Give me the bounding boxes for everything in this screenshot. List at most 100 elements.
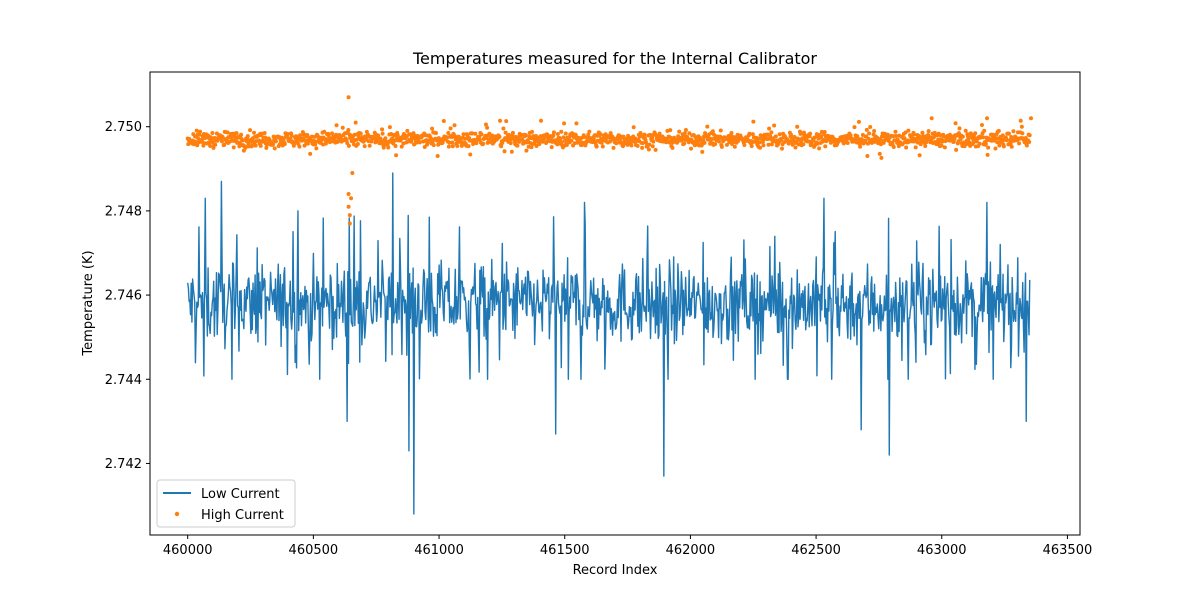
high-current-point (793, 145, 798, 150)
high-current-point (979, 123, 984, 127)
high-current-point (758, 145, 763, 150)
high-current-point (993, 146, 998, 151)
high-current-point (447, 140, 452, 145)
high-current-point (428, 136, 433, 141)
high-current-point (559, 129, 564, 134)
high-current-point (974, 139, 979, 144)
high-current-point (808, 131, 813, 136)
high-current-point (288, 136, 293, 141)
y-tick-label: 2.750 (105, 120, 142, 135)
high-current-point (608, 139, 613, 144)
high-current-point (195, 143, 200, 148)
x-tick-label: 460000 (163, 543, 213, 558)
high-current-point (549, 145, 554, 150)
high-current-point (717, 139, 722, 144)
high-current-point (569, 138, 574, 143)
high-current-point (657, 131, 662, 136)
high-current-point (559, 140, 564, 145)
high-current-point (376, 133, 381, 138)
high-current-point (193, 140, 198, 145)
high-current-point (392, 133, 397, 138)
high-current-point (574, 121, 579, 126)
high-current-point (729, 131, 734, 135)
high-current-point (895, 137, 900, 142)
high-current-point (450, 144, 455, 149)
high-current-point (822, 130, 827, 135)
high-current-point (966, 137, 971, 142)
high-current-point (326, 133, 331, 138)
high-current-point (355, 142, 360, 147)
high-current-point (197, 132, 202, 137)
high-current-point (367, 143, 372, 148)
x-tick-label: 462000 (666, 543, 716, 558)
x-tick-label: 463500 (1043, 543, 1093, 558)
high-current-point (799, 139, 804, 144)
high-current-point (598, 132, 603, 137)
high-current-point (334, 123, 339, 128)
axes-layer: 460000 460500 461000 461500 462000 462500 4630… (105, 120, 1092, 558)
high-current-point (747, 131, 752, 136)
high-current-point (872, 129, 877, 134)
high-current-point (346, 143, 351, 148)
high-current-point (848, 133, 853, 138)
high-current-point (750, 132, 755, 137)
high-current-point (635, 143, 640, 148)
high-current-point (886, 138, 891, 143)
high-current-point (562, 121, 567, 126)
high-current-point (642, 132, 647, 137)
high-current-point (262, 131, 267, 136)
high-current-point (545, 132, 550, 137)
high-current-point (483, 122, 488, 127)
high-current-point (954, 147, 959, 152)
high-current-point (801, 142, 806, 147)
high-current-point (530, 129, 535, 134)
high-current-point (455, 144, 460, 149)
high-current-point (856, 119, 861, 124)
high-current-point (646, 147, 651, 152)
high-current-point (751, 119, 756, 124)
high-current-point (650, 135, 655, 140)
legend-box (156, 479, 296, 528)
high-current-point (322, 129, 327, 134)
high-current-point (823, 144, 828, 149)
x-tick-label: 461500 (540, 543, 590, 558)
high-current-point (539, 118, 544, 123)
high-current-point (537, 141, 542, 146)
high-current-point (647, 142, 652, 147)
high-current-outlier (1028, 116, 1033, 121)
high-current-point (452, 123, 457, 128)
high-current-point (749, 144, 754, 149)
high-current-point (241, 148, 246, 153)
high-current-outlier (929, 116, 934, 121)
series-layer (185, 95, 1033, 515)
high-current-point (868, 125, 873, 130)
high-current-point (497, 134, 502, 139)
high-current-point (773, 134, 778, 139)
high-current-point (198, 129, 203, 134)
high-current-point (258, 143, 263, 148)
high-current-point (867, 131, 872, 136)
high-current-point (231, 145, 236, 150)
high-current-point (710, 129, 715, 134)
high-current-point (682, 141, 687, 146)
high-current-point (353, 120, 358, 125)
high-current-point (985, 152, 990, 157)
high-current-point (430, 126, 435, 131)
high-current-point (474, 141, 479, 146)
high-current-point (499, 144, 504, 149)
high-current-point (702, 140, 707, 145)
high-current-point (243, 145, 248, 150)
high-current-point (440, 140, 445, 145)
high-current-point (958, 137, 963, 142)
high-current-point (902, 136, 907, 141)
high-current-point (926, 129, 931, 134)
high-current-point (273, 139, 278, 144)
high-current-point (380, 127, 385, 132)
high-current-point (719, 144, 724, 149)
high-current-point (864, 127, 869, 132)
high-current-point (586, 132, 591, 137)
high-current-point (466, 144, 471, 149)
y-axis-label: Temperature (K) (81, 250, 96, 356)
x-tick-label: 460500 (289, 543, 339, 558)
high-current-point (524, 148, 529, 153)
